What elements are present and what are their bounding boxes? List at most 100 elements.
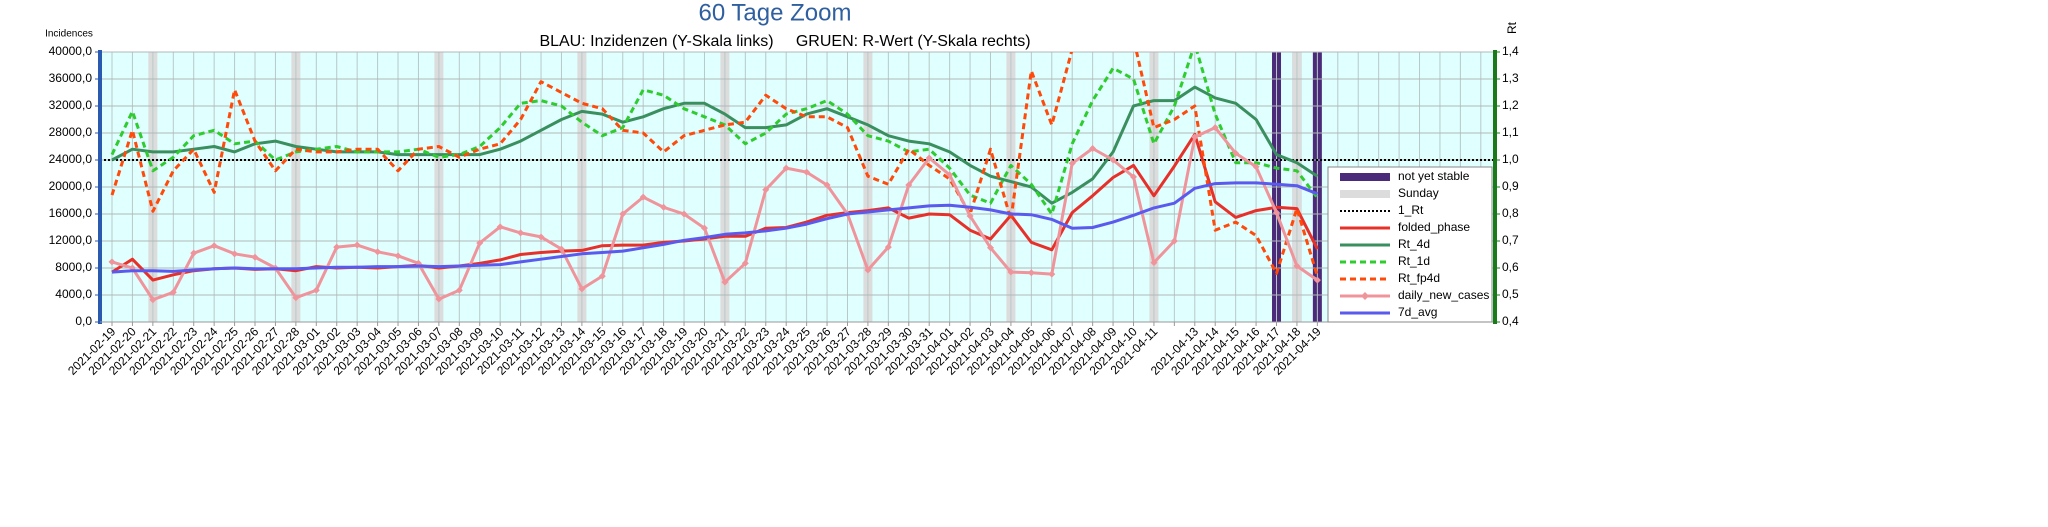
y-tick-label: 16000,0: [49, 206, 93, 220]
legend-label: 1_Rt: [1398, 203, 1424, 217]
legend-label: Rt_fp4d: [1398, 271, 1440, 285]
y2-tick-label: 0,7: [1502, 233, 1519, 247]
series-line: [110, 52, 1319, 216]
marker: [169, 288, 177, 296]
legend-label: 7d_avg: [1398, 305, 1437, 319]
marker: [1048, 270, 1056, 278]
marker: [986, 244, 994, 252]
marker: [517, 229, 525, 237]
y2-tick-label: 0,8: [1502, 206, 1519, 220]
marker: [1273, 209, 1281, 217]
marker: [292, 294, 300, 302]
marker: [435, 295, 443, 303]
legend-label: Sunday: [1398, 186, 1439, 200]
marker: [210, 242, 218, 250]
chart-title: 60 Tage Zoom: [699, 0, 852, 26]
y2-tick-label: 1,1: [1502, 125, 1519, 139]
marker: [639, 193, 647, 201]
series-line: [111, 126, 1319, 302]
marker: [496, 223, 504, 231]
marker: [455, 286, 463, 294]
y-tick-label: 32000,0: [49, 98, 93, 112]
marker: [1170, 237, 1178, 245]
legend: not yet stable Sunday 1_Rt folded_phase Rt_4…: [1327, 166, 1493, 323]
marker: [537, 233, 545, 241]
marker: [374, 248, 382, 256]
marker: [353, 241, 361, 249]
marker: [251, 253, 259, 261]
marker: [598, 272, 606, 280]
marker: [1150, 259, 1158, 267]
marker: [905, 181, 913, 189]
series-layer: [100, 52, 1493, 304]
series-line: [111, 85, 1319, 205]
marker: [619, 210, 627, 218]
y-tick-label: 24000,0: [49, 152, 93, 166]
marker: [1191, 133, 1199, 141]
y-tick-label: 8000,0: [55, 260, 92, 274]
marker: [803, 168, 811, 176]
marker: [660, 203, 668, 211]
marker: [1232, 149, 1240, 157]
legend-label: not yet stable: [1398, 169, 1470, 183]
marker: [1068, 159, 1076, 167]
marker: [1252, 163, 1260, 171]
y-axis-label: Incidences: [45, 29, 93, 40]
y2-tick-label: 1,2: [1502, 98, 1519, 112]
legend-label: Rt_1d: [1398, 254, 1430, 268]
marker: [1130, 173, 1137, 181]
chart-subtitle: BLAU: Inzidenzen (Y-Skala links) GRUEN: …: [539, 33, 1030, 50]
marker: [741, 259, 749, 267]
marker: [1313, 276, 1321, 284]
marker: [884, 243, 892, 251]
marker: [946, 171, 954, 179]
marker: [1089, 145, 1097, 153]
marker: [1109, 156, 1117, 164]
marker: [680, 210, 688, 218]
y2-tick-label: 1,3: [1502, 71, 1519, 85]
legend-label: folded_phase: [1398, 220, 1470, 234]
series-line: [111, 181, 1318, 274]
marker: [1007, 268, 1015, 276]
marker: [557, 245, 565, 253]
marker: [190, 249, 198, 257]
marker: [925, 154, 933, 162]
marker: [823, 181, 831, 189]
y2-tick-label: 1,4: [1502, 44, 1519, 58]
y2-tick-label: 1,0: [1502, 152, 1519, 166]
marker: [476, 239, 484, 247]
marker: [394, 252, 402, 260]
marker: [312, 286, 320, 294]
legend-label: Rt_4d: [1398, 237, 1430, 251]
marker: [333, 243, 341, 251]
y-tick-label: 28000,0: [49, 125, 93, 139]
marker: [149, 296, 157, 304]
legend-label: daily_new_cases: [1398, 288, 1489, 302]
y-tick-label: 0,0: [75, 314, 92, 328]
y2-tick-label: 0,5: [1502, 287, 1519, 301]
marker: [231, 250, 239, 258]
y-tick-label: 4000,0: [55, 287, 92, 301]
y-tick-label: 36000,0: [49, 71, 93, 85]
y2-tick-label: 0,4: [1502, 314, 1519, 328]
y2-axis-label: Rt: [1505, 21, 1519, 34]
y-tick-label: 20000,0: [49, 179, 93, 193]
marker: [578, 285, 586, 293]
marker: [762, 186, 770, 194]
legend-swatch: [1340, 190, 1390, 198]
legend-marker: [1361, 292, 1369, 300]
marker: [864, 266, 872, 274]
marker: [1211, 124, 1219, 132]
y-tick-label: 12000,0: [49, 233, 93, 247]
marker: [966, 212, 974, 220]
y-tick-label: 40000,0: [49, 44, 93, 58]
marker: [700, 224, 708, 232]
y2-tick-label: 0,9: [1502, 179, 1519, 193]
legend-swatch: [1340, 173, 1390, 181]
marker: [1027, 269, 1035, 277]
marker: [1293, 262, 1301, 270]
y2-tick-label: 0,6: [1502, 260, 1519, 274]
marker: [782, 164, 790, 172]
marker: [108, 258, 116, 266]
